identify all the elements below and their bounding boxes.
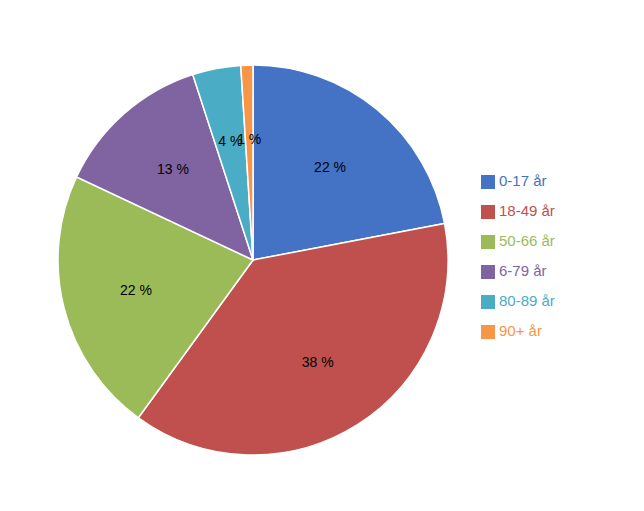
svg-text:4 %: 4 % xyxy=(218,133,243,150)
svg-text:13 %: 13 % xyxy=(157,161,189,177)
html-text:80-89 år: 80-89 år xyxy=(499,291,555,309)
svg-text:22 %: 22 % xyxy=(314,159,346,175)
html-text:50-66 år: 50-66 år xyxy=(499,231,555,249)
svg-text:22 %: 22 % xyxy=(120,282,152,298)
html-text:18-49 år: 18-49 år xyxy=(499,201,555,219)
html-text:6-79 år: 6-79 år xyxy=(499,261,547,279)
svg-text:38 %: 38 % xyxy=(302,354,334,370)
html-text:90+ år: 90+ år xyxy=(499,321,542,339)
svg-text:1 %: 1 % xyxy=(237,131,261,147)
html-text:0-17 år: 0-17 år xyxy=(499,171,547,189)
